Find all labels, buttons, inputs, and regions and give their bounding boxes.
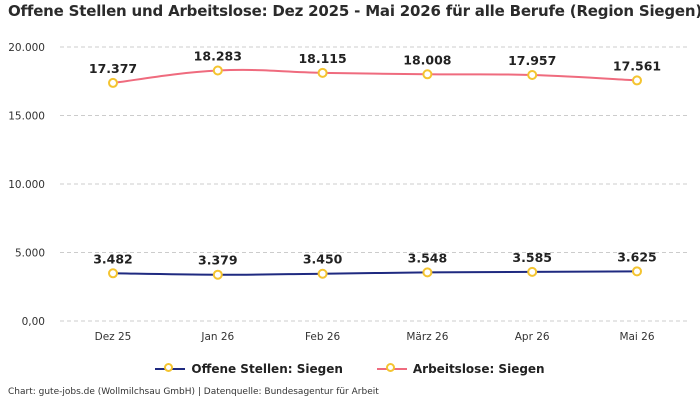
- y-tick-label: 15.000: [8, 111, 45, 123]
- data-label-offene-stellen: 3.625: [617, 249, 657, 264]
- x-tick-label: Feb 26: [305, 331, 341, 343]
- legend-line-arbeitslose: [376, 363, 407, 372]
- y-tick-label: 10.000: [8, 179, 45, 191]
- data-label-offene-stellen: 3.379: [198, 253, 238, 268]
- legend-label-arbeitslose: Arbeitslose: Siegen: [412, 362, 545, 376]
- data-point-arbeitslose: [422, 69, 433, 80]
- data-point-offene-stellen: [527, 266, 538, 277]
- data-label-offene-stellen: 3.450: [303, 252, 343, 267]
- data-label-offene-stellen: 3.482: [93, 251, 133, 266]
- data-label-arbeitslose: 18.115: [298, 51, 346, 66]
- data-point-offene-stellen: [212, 269, 223, 280]
- source-note: Chart: gute-jobs.de (Wollmilchsau GmbH) …: [8, 387, 379, 397]
- data-point-arbeitslose: [632, 75, 642, 86]
- data-label-arbeitslose: 18.283: [194, 49, 242, 64]
- legend-line-offene-stellen: [155, 363, 186, 372]
- chart-title: Offene Stellen und Arbeitslose: Dez 2025…: [8, 2, 700, 20]
- y-tick-label: 20.000: [8, 42, 45, 54]
- data-point-offene-stellen: [317, 268, 328, 279]
- legend-marker-icon: [164, 363, 174, 372]
- data-label-arbeitslose: 17.377: [89, 61, 137, 76]
- data-label-arbeitslose: 17.957: [508, 53, 556, 68]
- data-point-offene-stellen: [632, 266, 642, 277]
- x-tick-label: Apr 26: [515, 331, 550, 343]
- legend-label-offene-stellen: Offene Stellen: Siegen: [191, 362, 343, 376]
- series-line-offene-stellen: [112, 270, 638, 276]
- x-tick-label: März 26: [406, 331, 448, 343]
- data-point-offene-stellen: [422, 267, 433, 278]
- series-layer: [108, 65, 642, 280]
- data-point-offene-stellen: [108, 268, 118, 279]
- data-point-arbeitslose: [108, 77, 118, 88]
- data-point-arbeitslose: [212, 65, 223, 76]
- data-point-arbeitslose: [317, 67, 328, 78]
- grid-layer: [60, 46, 690, 322]
- legend-item-offene-stellen[interactable]: Offene Stellen: Siegen: [155, 362, 343, 376]
- axis-labels: 0,00 5.000 10.000 15.000 20.000 Dez 25 Jan 26 F…: [8, 42, 655, 343]
- data-label-offene-stellen: 3.548: [408, 250, 448, 265]
- data-label-arbeitslose: 18.008: [403, 52, 451, 67]
- series-line-arbeitslose: [112, 68, 638, 84]
- x-tick-label: Jan 26: [200, 331, 234, 343]
- data-point-arbeitslose: [527, 69, 538, 80]
- legend-item-arbeitslose[interactable]: Arbeitslose: Siegen: [376, 362, 545, 376]
- legend-marker-icon: [385, 363, 395, 372]
- data-labels: 3.482 3.379 3.450 3.548 3.585 3.625 17.377 18.2…: [89, 49, 661, 268]
- x-tick-label: Mai 26: [619, 331, 654, 343]
- data-label-arbeitslose: 17.561: [613, 58, 661, 73]
- y-tick-label: 5.000: [15, 248, 45, 260]
- x-tick-label: Dez 25: [95, 331, 132, 343]
- data-label-offene-stellen: 3.585: [512, 250, 552, 265]
- legend: Offene Stellen: Siegen Arbeitslose: Sieg…: [0, 362, 700, 376]
- y-tick-label: 0,00: [22, 316, 45, 328]
